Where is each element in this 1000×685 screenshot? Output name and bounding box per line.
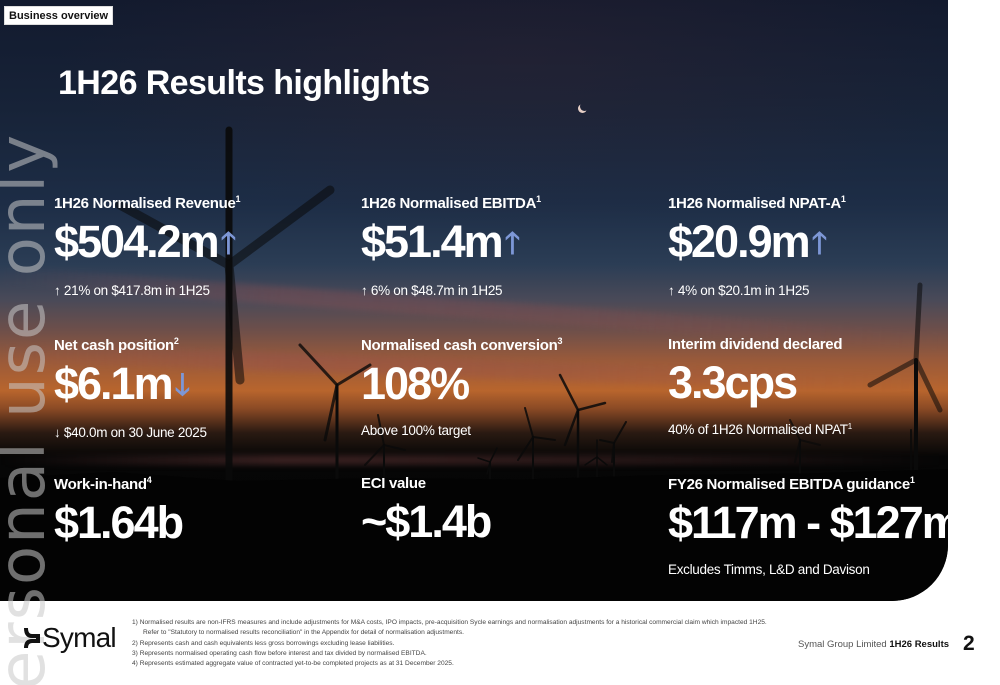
metric-label: Normalised cash conversion3	[361, 336, 563, 354]
metric-comparison: ↑ 4% on $20.1m in 1H25	[668, 283, 810, 298]
metric-interim-dividend: Interim dividend declared 3.3cps 40% of …	[668, 336, 852, 437]
metric-work-in-hand: Work-in-hand4 $1.64b	[54, 475, 184, 549]
metric-value: $6.1m 🡓	[54, 358, 191, 409]
metric-label: 1H26 Normalised EBITDA1	[361, 194, 541, 212]
footnotes: 1) Normalised results are non-IFRS measu…	[132, 618, 782, 669]
metric-label: 1H26 Normalised NPAT-A1	[668, 194, 846, 212]
footer-company: Symal Group Limited 1H26 Results	[798, 639, 950, 650]
metric-comparison: 40% of 1H26 Normalised NPAT1	[668, 422, 852, 437]
metric-eci-value: ECI value ~$1.4b	[361, 475, 492, 548]
metric-comparison: ↓ $40.0m on 30 June 2025	[54, 425, 207, 440]
footnote-item: 3) Represents normalised operating cash …	[132, 649, 427, 657]
arrow-up-icon: 🡑	[504, 227, 521, 260]
metric-net-cash-position: Net cash position2 $6.1m 🡓 ↓ $40.0m on 30…	[54, 336, 207, 440]
logo-text: Symal	[42, 622, 117, 653]
page-title: 1H26 Results highlights	[58, 64, 430, 102]
metric-value: 3.3cps	[668, 357, 798, 408]
metric-value: $20.9m 🡑	[668, 216, 828, 267]
metric-label: ECI value	[361, 475, 426, 492]
footnote-item: 2) Represents cash and cash equivalents …	[132, 639, 395, 647]
metric-comparison: ↑ 21% on $417.8m in 1H25	[54, 283, 210, 298]
arrow-up-icon: 🡑	[220, 227, 237, 260]
metric-normalised-revenue: 1H26 Normalised Revenue1 $504.2m 🡑 ↑ 21% …	[54, 194, 241, 298]
metric-value: $51.4m 🡑	[361, 216, 521, 267]
footnote-item: 4) Represents estimated aggregate value …	[132, 660, 454, 668]
metric-cash-conversion: Normalised cash conversion3 108% Above 1…	[361, 336, 562, 438]
page-number: 2	[963, 632, 975, 655]
horizon-ground	[0, 469, 948, 601]
arrow-down-icon: 🡓	[174, 369, 191, 402]
symal-logo-mark-icon	[24, 627, 40, 649]
metric-value: ~$1.4b	[361, 496, 492, 547]
symal-logo: Symal	[22, 622, 117, 654]
metric-comparison: ↑ 6% on $48.7m in 1H25	[361, 283, 503, 298]
metric-comparison: Excludes Timms, L&D and Davison	[668, 562, 870, 577]
small-arrow-up-icon: ↑	[668, 283, 675, 298]
metric-label: 1H26 Normalised Revenue1	[54, 194, 241, 212]
personal-use-watermark: ersonal use only	[0, 132, 60, 685]
wind-turbines-illustration	[115, 126, 943, 524]
metric-value: 108%	[361, 358, 470, 409]
metric-value: $504.2m 🡑	[54, 216, 237, 267]
metric-label: Interim dividend declared	[668, 336, 843, 353]
section-tag: Business overview	[4, 6, 114, 25]
metric-value: $1.64b	[54, 497, 184, 548]
metric-normalised-ebitda: 1H26 Normalised EBITDA1 $51.4m 🡑 ↑ 6% on …	[361, 194, 541, 298]
small-arrow-up-icon: ↑	[54, 283, 61, 298]
footnote-item: 1) Normalised results are non-IFRS measu…	[132, 619, 767, 637]
small-arrow-down-icon: ↓	[54, 425, 61, 440]
metric-label: FY26 Normalised EBITDA guidance1	[668, 475, 915, 493]
metric-label: Net cash position2	[54, 336, 179, 354]
metric-ebitda-guidance: FY26 Normalised EBITDA guidance1 $117m -…	[668, 475, 962, 577]
metric-value: $117m - $127m	[668, 497, 962, 548]
hero-background-image	[0, 0, 948, 601]
metric-label: Work-in-hand4	[54, 475, 152, 493]
cloud-band	[0, 455, 948, 465]
small-arrow-up-icon: ↑	[361, 283, 368, 298]
metric-normalised-npat-a: 1H26 Normalised NPAT-A1 $20.9m 🡑 ↑ 4% on …	[668, 194, 846, 298]
arrow-up-icon: 🡑	[811, 227, 828, 260]
metric-comparison: Above 100% target	[361, 423, 471, 438]
